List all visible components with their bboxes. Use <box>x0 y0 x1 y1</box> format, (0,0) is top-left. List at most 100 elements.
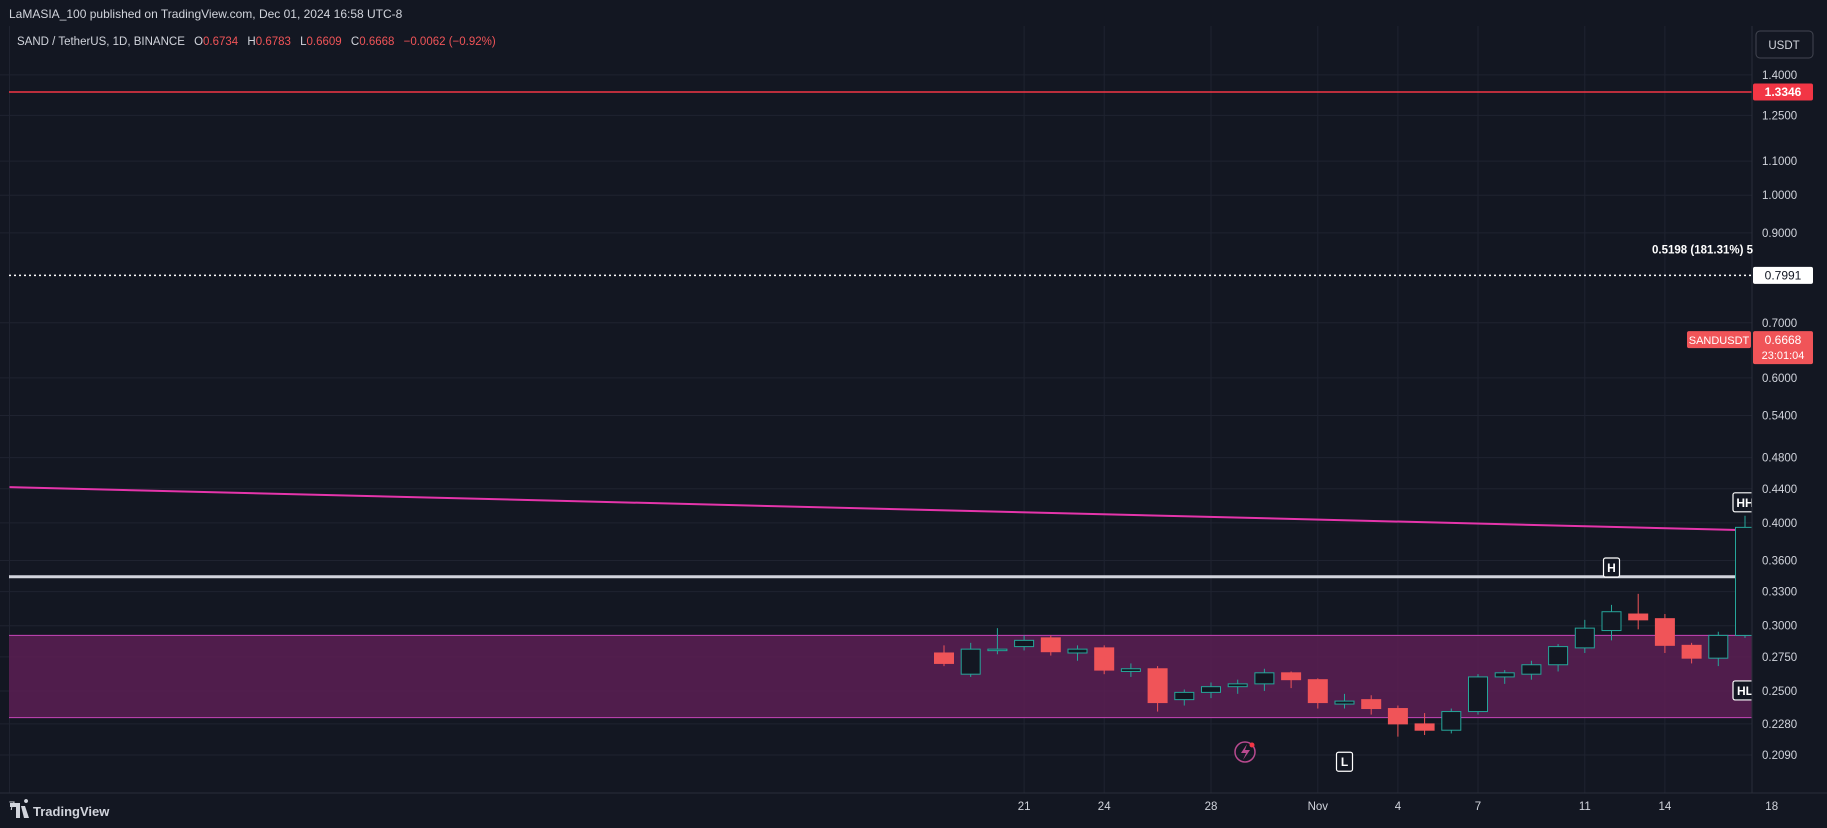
demand-zone <box>9 635 1752 718</box>
candle-body <box>1387 708 1408 725</box>
x-tick-label: 4 <box>1395 801 1402 813</box>
y-tick-label: 0.9000 <box>1762 228 1797 240</box>
y-tick-label: 0.4000 <box>1762 518 1797 530</box>
close-label: C <box>351 36 359 48</box>
drawing-lines <box>9 91 1827 579</box>
current-price-text: 0.6668 <box>1765 333 1802 347</box>
candle <box>1468 674 1488 715</box>
candle <box>1414 713 1435 736</box>
tv-logo-icon <box>10 799 29 818</box>
annotation-label: H <box>1602 557 1621 578</box>
y-tick-label: 0.7000 <box>1762 318 1797 330</box>
candle <box>1227 679 1248 694</box>
candle-body <box>1094 647 1115 671</box>
zones-layer <box>9 634 1752 719</box>
tradingview-brand: TradingView <box>33 804 110 819</box>
candle <box>1201 682 1221 699</box>
candle <box>1147 666 1168 712</box>
candle-body <box>1494 672 1515 678</box>
price-label-measure-top: 0.7991 <box>1753 266 1813 284</box>
candle-body <box>1361 699 1382 710</box>
y-tick-label: 1.2500 <box>1762 110 1797 122</box>
y-tick-label: 0.2750 <box>1762 652 1797 664</box>
close-value: 0.6668 <box>359 36 394 48</box>
countdown-text: 23:01:04 <box>1762 350 1805 362</box>
candle-body <box>1174 691 1195 701</box>
candle <box>1094 645 1115 675</box>
candle-body <box>1201 686 1221 693</box>
candle <box>1708 631 1729 667</box>
y-tick-label: 0.4800 <box>1762 453 1797 465</box>
currency-label: USDT <box>1768 40 1799 52</box>
candle-body <box>1040 637 1061 653</box>
y-tick-label: 0.2280 <box>1762 719 1797 731</box>
candle <box>1548 644 1569 672</box>
candle-body <box>934 652 954 664</box>
y-tick-label: 0.3300 <box>1762 587 1797 599</box>
current-symbol-text: SANDUSDT <box>1689 335 1750 347</box>
annotation-text: HL <box>1737 684 1753 698</box>
candle-body <box>1521 664 1542 675</box>
candle <box>934 645 954 667</box>
annotation-label: L <box>1335 751 1354 772</box>
x-tick-label: 7 <box>1475 801 1481 813</box>
price-axis-panel[interactable] <box>1752 26 1827 793</box>
x-tick-label: 18 <box>1765 801 1778 813</box>
price-axis-labels: 0.2090 0.2280 0.2500 0.2750 0.3000 0.3300 0.36… <box>1762 70 1797 762</box>
high-value: 0.6783 <box>256 36 291 48</box>
candle <box>1574 619 1595 653</box>
candle-body <box>1067 648 1088 654</box>
x-tick-label: 21 <box>1018 801 1031 813</box>
candle-body <box>1601 611 1622 632</box>
currency-button[interactable] <box>1755 30 1814 59</box>
candle-body <box>1281 672 1302 681</box>
candle-body <box>1574 627 1595 649</box>
x-tick-label: 11 <box>1579 801 1591 813</box>
low-value: 0.6609 <box>307 36 342 48</box>
resistance-price-text: 1.3346 <box>1765 85 1802 99</box>
candle-body <box>987 648 1008 652</box>
candle-body <box>1147 668 1168 704</box>
measure-label: 0.5198 (181.31%) 5 <box>1652 244 1754 256</box>
candle <box>1067 645 1088 661</box>
ohlc-legend: SAND / TetherUS, 1D, BINANCE O0.6734 H0.… <box>17 36 496 48</box>
candle <box>1174 689 1195 706</box>
x-tick-label: 24 <box>1098 801 1111 813</box>
candle-body <box>1468 676 1488 713</box>
annotation-text: L <box>1341 755 1348 769</box>
candle <box>987 628 1008 655</box>
candle <box>1681 642 1702 664</box>
annotation-label: HL <box>1732 680 1758 701</box>
x-tick-label: Nov <box>1308 801 1329 813</box>
candle-body <box>1227 683 1248 688</box>
candle <box>1441 708 1462 734</box>
candle-body <box>1334 700 1355 705</box>
x-tick-label: 28 <box>1205 801 1218 813</box>
tradingview-logo[interactable]: TradingView <box>10 799 110 819</box>
y-tick-label: 0.6000 <box>1762 373 1797 385</box>
y-tick-label: 0.4400 <box>1762 484 1797 496</box>
price-label-current: SANDUSDT 0.6668 23:01:04 <box>1687 331 1813 365</box>
candle <box>1281 671 1302 689</box>
trendline <box>9 486 1827 534</box>
open-label: O <box>194 36 203 48</box>
candle <box>960 642 981 677</box>
candle-body <box>1708 634 1729 659</box>
candle <box>1628 593 1649 630</box>
candle <box>1387 705 1408 737</box>
candle <box>1334 693 1355 709</box>
y-tick-label: 1.1000 <box>1762 156 1797 168</box>
candle-body <box>1014 639 1035 648</box>
y-tick-label: 1.4000 <box>1762 70 1797 82</box>
annotation-text: H <box>1607 561 1616 575</box>
candle <box>1361 695 1382 715</box>
candle <box>1040 635 1061 656</box>
candle-body <box>1681 644 1702 659</box>
lightning-icon[interactable] <box>1234 741 1256 763</box>
annotation-text: HH <box>1736 496 1753 510</box>
low-label: L <box>300 36 307 48</box>
y-tick-label: 1.0000 <box>1762 190 1797 202</box>
candle-body <box>1120 668 1141 672</box>
